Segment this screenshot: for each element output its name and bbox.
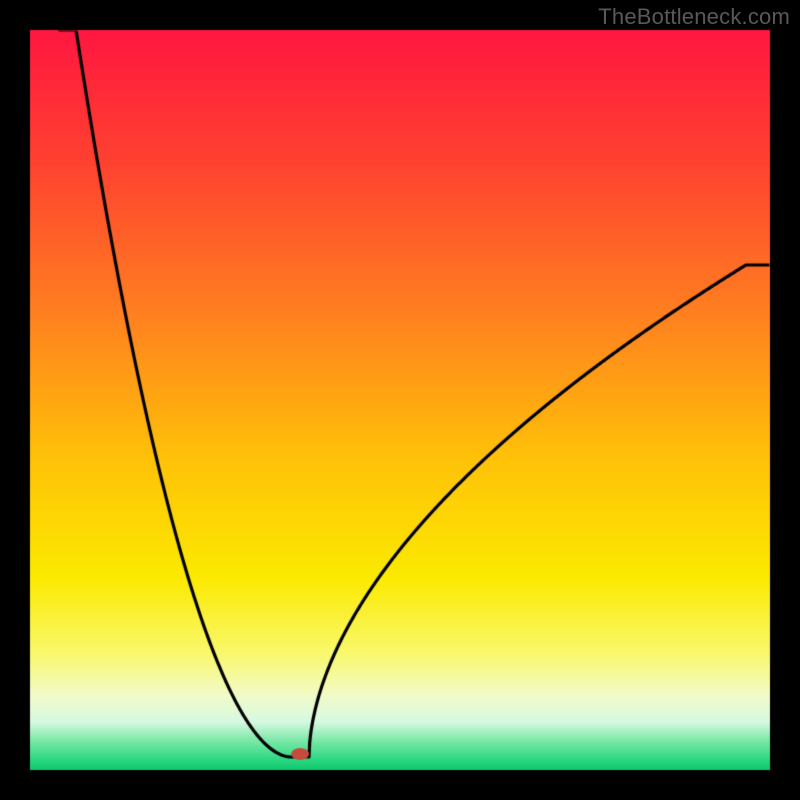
chart-container: TheBottleneck.com	[0, 0, 800, 800]
bottleneck-chart-canvas	[0, 0, 800, 800]
